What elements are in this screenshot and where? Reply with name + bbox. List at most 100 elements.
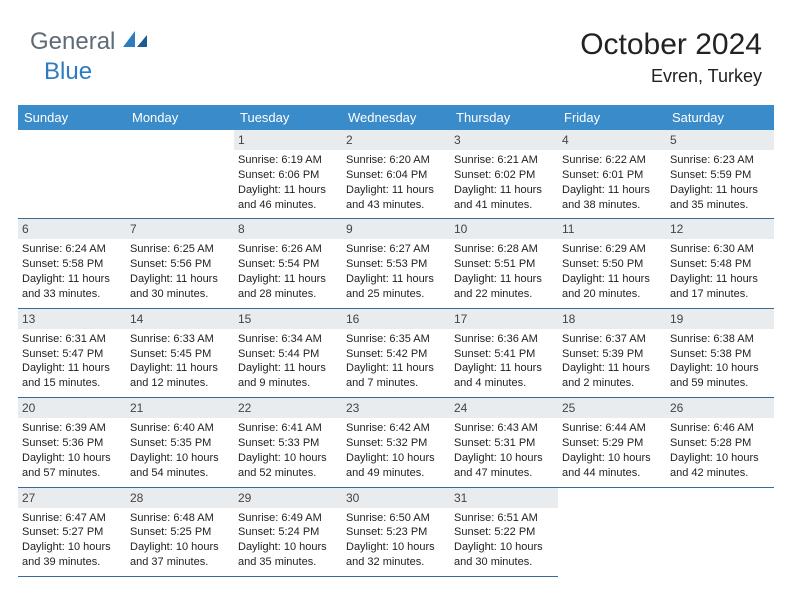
- day-details: Sunrise: 6:35 AMSunset: 5:42 PMDaylight:…: [346, 332, 446, 391]
- calendar-day-cell: 6Sunrise: 6:24 AMSunset: 5:58 PMDaylight…: [18, 219, 126, 308]
- calendar-day-cell: 8 Sunrise: 6:26 AMSunset: 5:54 PMDaylight…: [234, 219, 342, 308]
- day-details: Sunrise: 6:49 AMSunset: 5:24 PMDaylight:…: [238, 511, 338, 570]
- day-number: 10: [450, 219, 558, 239]
- day-details: Sunrise: 6:33 AMSunset: 5:45 PMDaylight:…: [130, 332, 230, 391]
- day-number: 27: [18, 488, 126, 508]
- calendar-day-cell: 15Sunrise: 6:34 AMSunset: 5:44 PMDayligh…: [234, 308, 342, 397]
- calendar-week-row: 20 Sunrise: 6:39 AMSunset: 5:36 PMDayligh…: [18, 398, 774, 487]
- day-number: 6: [18, 219, 126, 239]
- day-details: Sunrise: 6:23 AMSunset: 5:59 PMDaylight:…: [670, 153, 770, 212]
- day-number: 11: [558, 219, 666, 239]
- day-details: Sunrise: 6:50 AMSunset: 5:23 PMDaylight:…: [346, 511, 446, 570]
- calendar-day-cell: 13 Sunrise: 6:31 AMSunset: 5:47 PMDayligh…: [18, 308, 126, 397]
- calendar-table: SundayMondayTuesdayWednesdayThursdayFrid…: [18, 105, 774, 577]
- weekday-header: Friday: [558, 105, 666, 130]
- day-number: 16: [342, 309, 450, 329]
- day-number: 28: [126, 488, 234, 508]
- day-number: 5: [666, 130, 774, 150]
- day-details: Sunrise: 6:26 AMSunset: 5:54 PMDaylight:…: [238, 242, 338, 301]
- calendar-empty-cell: [18, 130, 126, 219]
- weekday-header: Tuesday: [234, 105, 342, 130]
- day-number: 23: [342, 398, 450, 418]
- weekday-header: Monday: [126, 105, 234, 130]
- day-number: 12: [666, 219, 774, 239]
- brand-sail-icon: [121, 29, 149, 56]
- calendar-day-cell: 22 Sunrise: 6:41 AMSunset: 5:33 PMDayligh…: [234, 398, 342, 487]
- calendar-day-cell: 3Sunrise: 6:21 AMSunset: 6:02 PMDaylight…: [450, 130, 558, 219]
- day-number: 31: [450, 488, 558, 508]
- day-number: 26: [666, 398, 774, 418]
- calendar-day-cell: 16 Sunrise: 6:35 AMSunset: 5:42 PMDayligh…: [342, 308, 450, 397]
- day-number: 1: [234, 130, 342, 150]
- calendar-day-cell: 24 Sunrise: 6:43 AMSunset: 5:31 PMDayligh…: [450, 398, 558, 487]
- day-number: 30: [342, 488, 450, 508]
- day-details: Sunrise: 6:44 AMSunset: 5:29 PMDaylight:…: [562, 421, 662, 480]
- day-details: Sunrise: 6:22 AMSunset: 6:01 PMDaylight:…: [562, 153, 662, 212]
- title-block: October 2024 Evren, Turkey: [580, 28, 762, 87]
- calendar-day-cell: 28 Sunrise: 6:48 AMSunset: 5:25 PMDayligh…: [126, 487, 234, 576]
- day-number: 20: [18, 398, 126, 418]
- calendar-day-cell: 29Sunrise: 6:49 AMSunset: 5:24 PMDayligh…: [234, 487, 342, 576]
- header: General October 2024 Evren, Turkey: [0, 0, 792, 99]
- day-number: 4: [558, 130, 666, 150]
- calendar-day-cell: 25 Sunrise: 6:44 AMSunset: 5:29 PMDayligh…: [558, 398, 666, 487]
- brand-text-blue: Blue: [44, 58, 92, 85]
- day-details: Sunrise: 6:43 AMSunset: 5:31 PMDaylight:…: [454, 421, 554, 480]
- calendar-empty-cell: [126, 130, 234, 219]
- calendar-day-cell: 12 Sunrise: 6:30 AMSunset: 5:48 PMDayligh…: [666, 219, 774, 308]
- day-number: 24: [450, 398, 558, 418]
- day-number: 14: [126, 309, 234, 329]
- day-number: 22: [234, 398, 342, 418]
- day-number: 25: [558, 398, 666, 418]
- day-details: Sunrise: 6:28 AMSunset: 5:51 PMDaylight:…: [454, 242, 554, 301]
- weekday-header: Sunday: [18, 105, 126, 130]
- day-details: Sunrise: 6:38 AMSunset: 5:38 PMDaylight:…: [670, 332, 770, 391]
- calendar-day-cell: 18 Sunrise: 6:37 AMSunset: 5:39 PMDayligh…: [558, 308, 666, 397]
- day-details: Sunrise: 6:19 AMSunset: 6:06 PMDaylight:…: [238, 153, 338, 212]
- calendar-day-cell: 26Sunrise: 6:46 AMSunset: 5:28 PMDayligh…: [666, 398, 774, 487]
- calendar-week-row: 1 Sunrise: 6:19 AMSunset: 6:06 PMDaylight…: [18, 130, 774, 219]
- page-title: October 2024: [580, 28, 762, 62]
- weekday-header: Saturday: [666, 105, 774, 130]
- day-number: 9: [342, 219, 450, 239]
- day-number: 17: [450, 309, 558, 329]
- calendar-week-row: 6Sunrise: 6:24 AMSunset: 5:58 PMDaylight…: [18, 219, 774, 308]
- day-number: 2: [342, 130, 450, 150]
- day-number: 21: [126, 398, 234, 418]
- day-details: Sunrise: 6:41 AMSunset: 5:33 PMDaylight:…: [238, 421, 338, 480]
- calendar-empty-cell: [558, 487, 666, 576]
- calendar-day-cell: 27 Sunrise: 6:47 AMSunset: 5:27 PMDayligh…: [18, 487, 126, 576]
- brand-logo: General: [30, 28, 151, 56]
- calendar-day-cell: 23 Sunrise: 6:42 AMSunset: 5:32 PMDayligh…: [342, 398, 450, 487]
- day-number: 15: [234, 309, 342, 329]
- day-details: Sunrise: 6:42 AMSunset: 5:32 PMDaylight:…: [346, 421, 446, 480]
- calendar-day-cell: 21 Sunrise: 6:40 AMSunset: 5:35 PMDayligh…: [126, 398, 234, 487]
- calendar-day-cell: 2 Sunrise: 6:20 AMSunset: 6:04 PMDaylight…: [342, 130, 450, 219]
- calendar-empty-cell: [666, 487, 774, 576]
- day-details: Sunrise: 6:30 AMSunset: 5:48 PMDaylight:…: [670, 242, 770, 301]
- day-details: Sunrise: 6:39 AMSunset: 5:36 PMDaylight:…: [22, 421, 122, 480]
- weekday-header: Wednesday: [342, 105, 450, 130]
- day-details: Sunrise: 6:37 AMSunset: 5:39 PMDaylight:…: [562, 332, 662, 391]
- calendar-day-cell: 19Sunrise: 6:38 AMSunset: 5:38 PMDayligh…: [666, 308, 774, 397]
- day-details: Sunrise: 6:48 AMSunset: 5:25 PMDaylight:…: [130, 511, 230, 570]
- day-number: 8: [234, 219, 342, 239]
- weekday-header-row: SundayMondayTuesdayWednesdayThursdayFrid…: [18, 105, 774, 130]
- day-number: 3: [450, 130, 558, 150]
- day-details: Sunrise: 6:36 AMSunset: 5:41 PMDaylight:…: [454, 332, 554, 391]
- calendar-day-cell: 14 Sunrise: 6:33 AMSunset: 5:45 PMDayligh…: [126, 308, 234, 397]
- calendar-day-cell: 7Sunrise: 6:25 AMSunset: 5:56 PMDaylight…: [126, 219, 234, 308]
- calendar-day-cell: 4 Sunrise: 6:22 AMSunset: 6:01 PMDaylight…: [558, 130, 666, 219]
- day-details: Sunrise: 6:40 AMSunset: 5:35 PMDaylight:…: [130, 421, 230, 480]
- calendar-day-cell: 11Sunrise: 6:29 AMSunset: 5:50 PMDayligh…: [558, 219, 666, 308]
- calendar-week-row: 13 Sunrise: 6:31 AMSunset: 5:47 PMDayligh…: [18, 308, 774, 397]
- brand-text-blue-wrap: Blue: [42, 58, 92, 86]
- calendar-day-cell: 1 Sunrise: 6:19 AMSunset: 6:06 PMDaylight…: [234, 130, 342, 219]
- day-number: 13: [18, 309, 126, 329]
- day-number: 18: [558, 309, 666, 329]
- calendar-day-cell: 30 Sunrise: 6:50 AMSunset: 5:23 PMDayligh…: [342, 487, 450, 576]
- calendar-day-cell: 5 Sunrise: 6:23 AMSunset: 5:59 PMDaylight…: [666, 130, 774, 219]
- day-details: Sunrise: 6:31 AMSunset: 5:47 PMDaylight:…: [22, 332, 122, 391]
- day-details: Sunrise: 6:20 AMSunset: 6:04 PMDaylight:…: [346, 153, 446, 212]
- day-details: Sunrise: 6:47 AMSunset: 5:27 PMDaylight:…: [22, 511, 122, 570]
